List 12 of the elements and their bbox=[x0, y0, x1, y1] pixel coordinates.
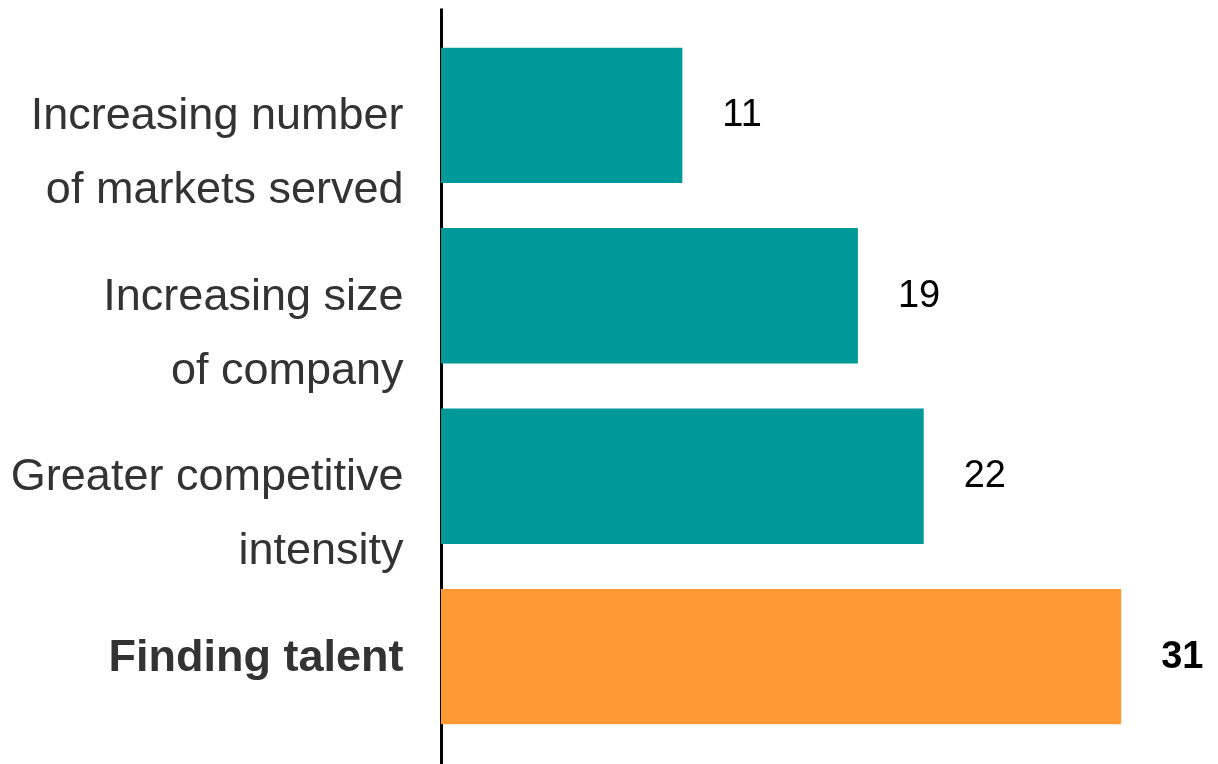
data-label: 19 bbox=[897, 272, 941, 315]
data-label: 31 bbox=[1161, 633, 1204, 676]
data-label: 22 bbox=[963, 453, 1006, 496]
bar bbox=[441, 408, 924, 544]
y-tick-label: Increasing size of company bbox=[103, 268, 404, 394]
data-label: 11 bbox=[722, 92, 762, 135]
y-tick-label: Finding talent bbox=[108, 629, 404, 681]
bar bbox=[441, 47, 683, 184]
y-tick-label: Greater competitive intensity bbox=[10, 449, 404, 575]
y-tick-label: Increasing number of markets served bbox=[30, 88, 404, 214]
bar bbox=[441, 228, 858, 364]
bar bbox=[441, 588, 1122, 725]
